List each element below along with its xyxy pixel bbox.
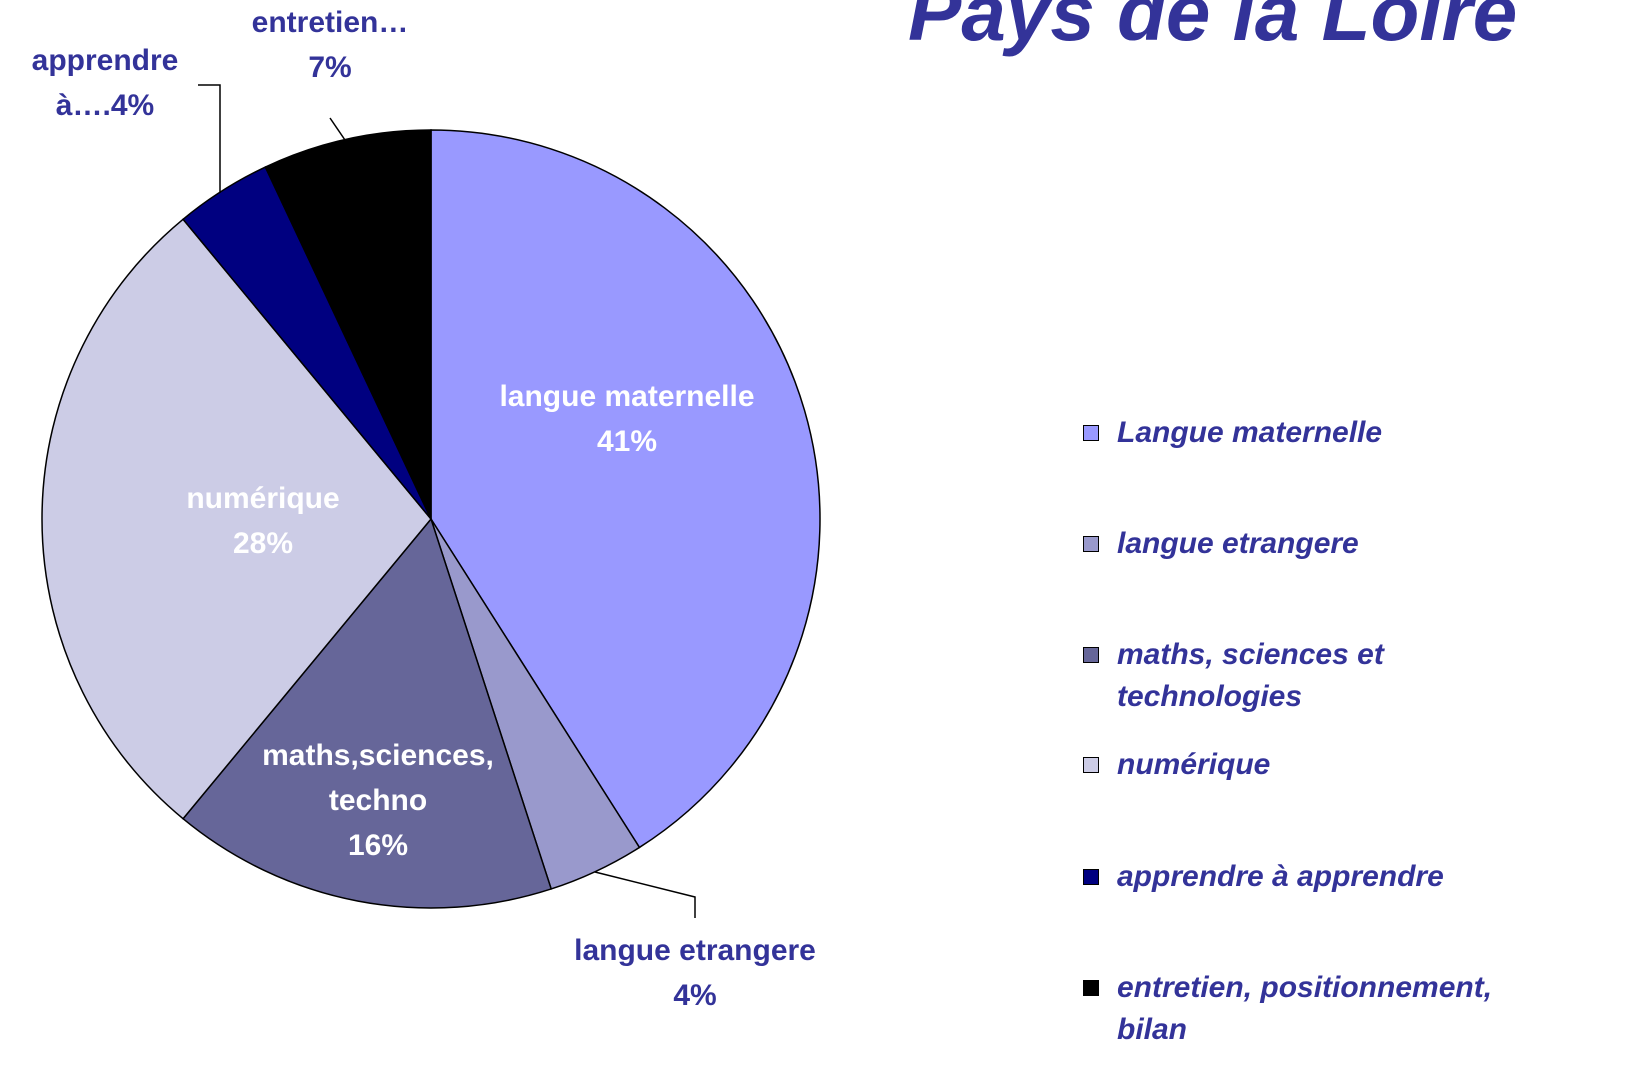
data-label: maths,sciences,: [262, 739, 494, 772]
pie: [41, 129, 821, 909]
data-label: 7%: [308, 51, 351, 84]
pie-slice: [430, 129, 821, 849]
legend-label: Langue maternelle: [1117, 416, 1383, 449]
data-label: 4%: [673, 979, 716, 1012]
legend-label: apprendre à apprendre: [1117, 860, 1444, 893]
legend-swatch: [1083, 536, 1099, 552]
legend-item: apprendre à apprendre: [1083, 856, 1563, 898]
legend-item: maths, sciences et technologies: [1083, 634, 1563, 718]
data-label: numérique: [186, 482, 339, 515]
pie-slice: [41, 218, 432, 820]
legend-item: entretien, positionnement, bilan: [1083, 967, 1563, 1051]
legend-swatch: [1083, 647, 1099, 663]
data-label: à….4%: [56, 89, 154, 122]
legend-item: Langue maternelle: [1083, 412, 1563, 454]
leader-lines: [198, 84, 696, 918]
legend-swatch: [1083, 980, 1099, 996]
data-label: 41%: [597, 425, 657, 458]
legend-swatch: [1083, 425, 1099, 441]
pie-slice: [181, 517, 553, 909]
data-label: langue etrangere: [574, 934, 816, 967]
legend-label: langue etrangere: [1117, 527, 1359, 560]
legend-item: langue etrangere: [1083, 523, 1563, 565]
legend-swatch: [1083, 869, 1099, 885]
data-label: apprendre: [32, 44, 179, 77]
legend-label: maths, sciences et technologies: [1117, 638, 1384, 713]
data-labels: langue maternelle 41% langue etrangere 4% ma…: [32, 6, 816, 1012]
pie-slice: [264, 129, 432, 520]
data-label: langue maternelle: [499, 380, 754, 413]
data-label: entretien…: [252, 6, 409, 39]
legend-item: numérique: [1083, 744, 1563, 786]
legend-label: numérique: [1117, 748, 1271, 781]
data-label: 16%: [348, 829, 408, 862]
leader-line: [329, 117, 346, 141]
chart-title: Pays de la Loire: [908, 0, 1517, 57]
legend-label: entretien, positionnement, bilan: [1117, 971, 1493, 1046]
data-label: 28%: [233, 527, 293, 560]
leader-line: [198, 84, 221, 193]
data-label: techno: [329, 784, 427, 817]
legend-swatch: [1083, 757, 1099, 773]
leader-line: [594, 871, 696, 918]
